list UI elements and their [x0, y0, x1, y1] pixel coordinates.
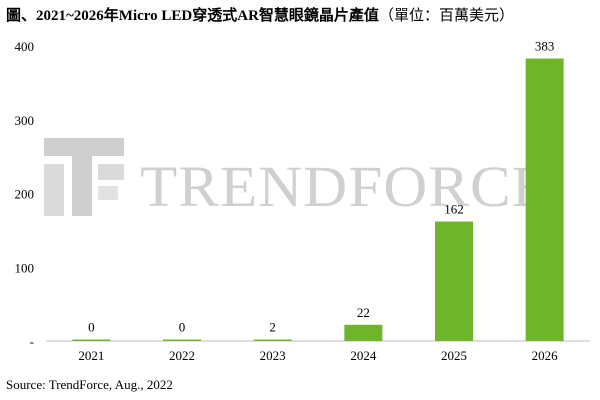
- y-tick-label: 100: [15, 260, 35, 275]
- unit-label: （單位：百萬美元）: [378, 8, 514, 24]
- bar-2021: [72, 339, 111, 341]
- source-note: Source: TrendForce, Aug., 2022: [6, 377, 173, 392]
- x-tick-label: 2025: [441, 348, 467, 363]
- y-tick-label: 300: [15, 113, 35, 128]
- data-label-2025: 162: [444, 202, 464, 217]
- bar-2026: [525, 58, 564, 341]
- chart-title: 圖、2021~2026年Micro LED穿透式AR智慧眼鏡晶片產值（單位：百萬…: [6, 4, 594, 25]
- x-tick-label: 2023: [260, 348, 286, 363]
- x-tick-label: 2022: [169, 348, 195, 363]
- y-tick-label: 200: [15, 187, 35, 202]
- bar-2024: [344, 324, 383, 341]
- y-tick-label: -: [30, 334, 34, 349]
- bar-2025: [435, 221, 473, 341]
- bar-2023: [253, 339, 292, 341]
- data-label-2022: 0: [179, 320, 186, 335]
- chart-title-text: 圖、2021~2026年Micro LED穿透式AR智慧眼鏡晶片產值: [6, 8, 379, 24]
- x-tick-label: 2024: [350, 348, 377, 363]
- y-tick-label: 400: [15, 39, 35, 54]
- data-label-2024: 22: [357, 305, 370, 320]
- data-label-2021: 0: [88, 320, 95, 335]
- x-tick-label: 2021: [78, 348, 104, 363]
- bars: [72, 58, 564, 341]
- x-tick-label: 2026: [532, 348, 559, 363]
- watermark-text: TRENDFORCE: [140, 154, 550, 219]
- data-label-2023: 2: [269, 320, 276, 335]
- bar-2022: [163, 339, 201, 341]
- watermark: TRENDFORCE: [44, 138, 550, 219]
- trendforce-logo-icon: [44, 138, 124, 216]
- data-label-2026: 383: [535, 39, 555, 54]
